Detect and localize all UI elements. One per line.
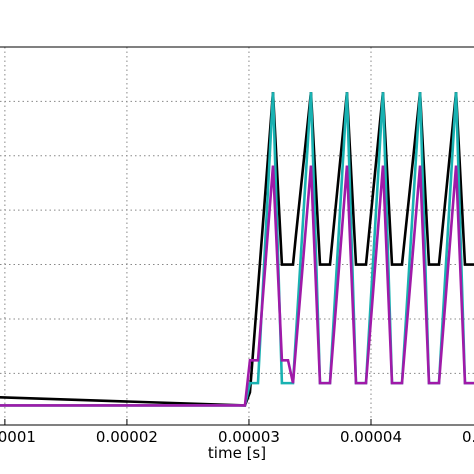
x-axis-label: time [s] bbox=[208, 444, 266, 462]
x-tick-label: 0.00002 bbox=[96, 428, 158, 446]
x-tick-label: 0.00001 bbox=[0, 428, 36, 446]
series-line bbox=[0, 92, 474, 407]
x-tick-label: 0.00004 bbox=[340, 428, 402, 446]
x-tick-label: 0.00005 bbox=[462, 428, 474, 446]
series-line bbox=[0, 165, 474, 407]
x-tick-label: 0.00003 bbox=[218, 428, 280, 446]
